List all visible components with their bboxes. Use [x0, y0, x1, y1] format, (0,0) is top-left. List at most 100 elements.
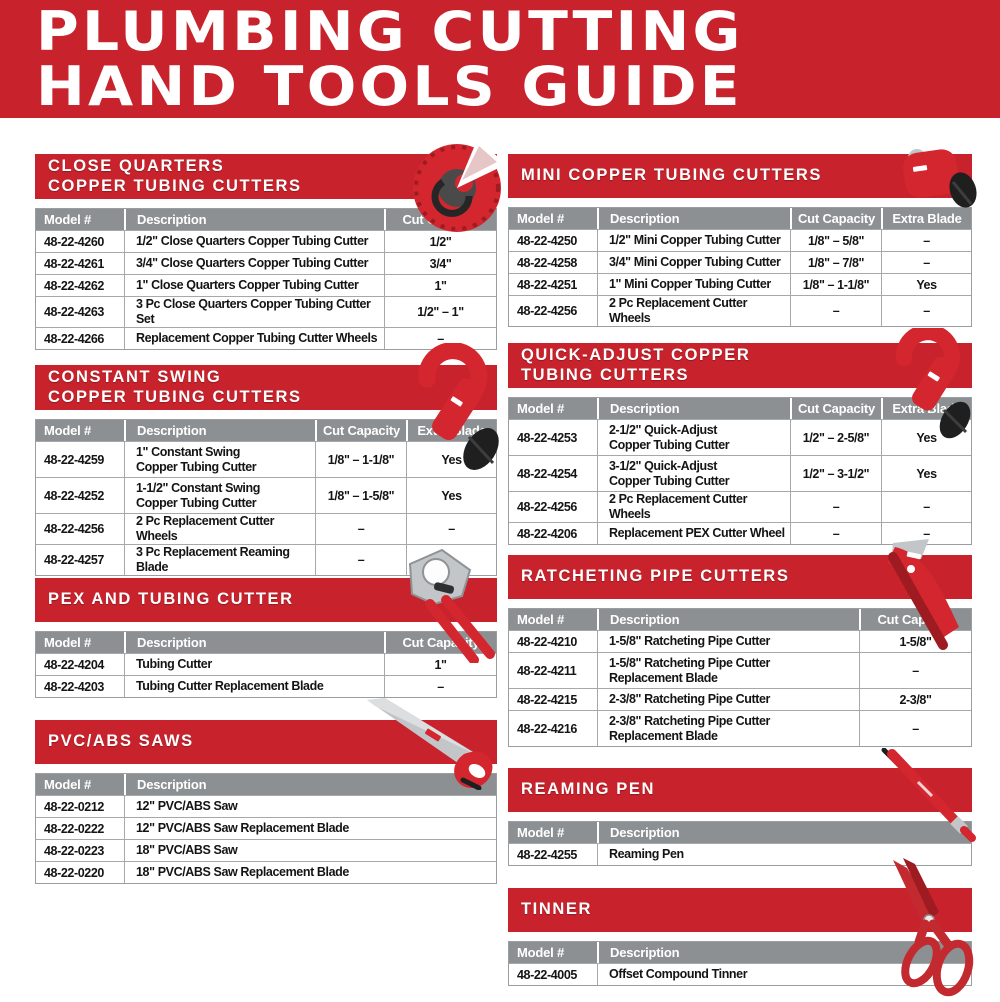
column-header-model: Model #	[44, 212, 91, 227]
table-header-row: Model # Description	[509, 942, 971, 963]
section-title-line: QUICK-ADJUST COPPER	[521, 346, 751, 364]
section-title-line: COPPER TUBING CUTTERS	[48, 176, 302, 195]
table-row: 48-22-4216 2-3/8" Ratcheting Pipe Cutter…	[509, 710, 971, 746]
table-row: 48-22-4261 3/4" Close Quarters Copper Tu…	[36, 252, 496, 274]
cut-capacity: 1/2" – 1"	[384, 297, 496, 327]
cut-capacity: 1/2"	[384, 231, 496, 252]
product-table: Model # Description 48-22-0212 12" PVC/A…	[35, 773, 497, 884]
model-number: 48-22-4256	[517, 304, 577, 318]
model-number: 48-22-4210	[517, 634, 577, 649]
description: Offset Compound Tinner	[597, 964, 971, 985]
table-header-row: Model # Description	[36, 774, 496, 795]
column-header-model: Model #	[517, 401, 564, 416]
description: 1/2" Mini Copper Tubing Cutter	[597, 230, 790, 251]
column-header-description: Description	[597, 208, 790, 229]
cut-capacity: 1/2" – 3-1/2"	[790, 456, 881, 491]
column-header-description: Description	[597, 609, 859, 630]
model-number: 48-22-4263	[44, 305, 104, 319]
model-number: 48-22-0223	[44, 843, 104, 858]
section-title-bar: CONSTANT SWING COPPER TUBING CUTTERS	[35, 365, 497, 410]
section-title-bar: MINI COPPER TUBING CUTTERS	[508, 154, 972, 198]
extra-blade: Yes	[881, 420, 971, 455]
column-header-extra-blade: Extra Blade	[406, 420, 496, 441]
section-title-bar: PVC/ABS SAWS	[35, 720, 497, 764]
description: 12" PVC/ABS Saw Replacement Blade	[124, 818, 496, 839]
section-constant-swing: CONSTANT SWING COPPER TUBING CUTTERS Mod…	[35, 343, 499, 576]
table-header-row: Model # Description Cut Capacity Extra B…	[509, 398, 971, 419]
table-row: 48-22-4252 1-1/2" Constant Swing Copper …	[36, 477, 496, 513]
extra-blade: Yes	[406, 478, 496, 513]
cut-capacity: 1/8" – 5/8"	[790, 230, 881, 251]
table-row: 48-22-0212 12" PVC/ABS Saw	[36, 795, 496, 817]
table-row: 48-22-4258 3/4" Mini Copper Tubing Cutte…	[509, 251, 971, 273]
description: 2 Pc Replacement Cutter Wheels	[597, 492, 790, 522]
model-number: 48-22-4256	[44, 522, 104, 536]
cut-capacity: 1-5/8"	[859, 631, 971, 652]
cut-capacity: –	[859, 653, 971, 688]
extra-blade: –	[881, 296, 971, 326]
column-header-cut-capacity: Cut Capacity	[384, 632, 496, 653]
extra-blade: Yes	[406, 442, 496, 477]
column-header-cut-capacity: Cut Capacity	[315, 420, 406, 441]
model-number: 48-22-4251	[517, 277, 577, 292]
section-title-line: CONSTANT SWING	[48, 368, 222, 386]
model-number: 48-22-4250	[517, 233, 577, 248]
description: 1-1/2" Constant Swing Copper Tubing Cutt…	[124, 478, 315, 513]
column-header-cut-capacity: Cut Capacity	[859, 609, 971, 630]
section-title-line: PVC/ABS SAWS	[48, 732, 194, 751]
table-row: 48-22-4211 1-5/8" Ratcheting Pipe Cutter…	[509, 652, 971, 688]
model-number: 48-22-4216	[517, 721, 577, 736]
table-header-row: Model # Description	[509, 822, 971, 843]
cut-capacity: 2-3/8"	[859, 689, 971, 710]
cut-capacity: 1/2" – 2-5/8"	[790, 420, 881, 455]
model-number: 48-22-4254	[517, 466, 577, 481]
model-number: 48-22-4252	[44, 488, 104, 503]
cut-capacity: 1/8" – 7/8"	[790, 252, 881, 273]
description: 18" PVC/ABS Saw Replacement Blade	[124, 862, 496, 883]
section-title-bar: CLOSE QUARTERS COPPER TUBING CUTTERS	[35, 154, 497, 199]
model-number: 48-22-4253	[517, 430, 577, 445]
model-number: 48-22-0222	[44, 821, 104, 836]
description: 1" Close Quarters Copper Tubing Cutter	[124, 275, 384, 296]
model-number: 48-22-4262	[44, 278, 104, 293]
product-table: Model # Description Cut Capacity Extra B…	[35, 419, 497, 576]
description: 1-5/8" Ratcheting Pipe Cutter	[597, 631, 859, 652]
model-number: 48-22-4261	[44, 256, 104, 271]
model-number: 48-22-4215	[517, 692, 577, 707]
section-title-bar: TINNER	[508, 888, 972, 932]
table-row: 48-22-4203 Tubing Cutter Replacement Bla…	[36, 675, 496, 697]
extra-blade: –	[881, 252, 971, 273]
column-header-model: Model #	[44, 635, 91, 650]
section-pvc-abs-saws: PVC/ABS SAWS Model # Description 48-22-0…	[35, 698, 497, 884]
column-header-cut-capacity: Cut Capacity	[790, 398, 881, 419]
column-header-model: Model #	[517, 825, 564, 840]
model-number: 48-22-0212	[44, 799, 104, 814]
table-row: 48-22-4266 Replacement Copper Tubing Cut…	[36, 327, 496, 349]
description: 2-3/8" Ratcheting Pipe Cutter Replacemen…	[597, 711, 859, 746]
table-row: 48-22-4256 2 Pc Replacement Cutter Wheel…	[36, 513, 496, 544]
column-header-description: Description	[597, 822, 971, 843]
cut-capacity: 1"	[384, 275, 496, 296]
description: 1" Constant Swing Copper Tubing Cutter	[124, 442, 315, 477]
column-header-description: Description	[124, 632, 384, 653]
table-row: 48-22-4257 3 Pc Replacement Reaming Blad…	[36, 544, 496, 575]
section-title-line: MINI COPPER TUBING CUTTERS	[521, 166, 823, 185]
column-header-model: Model #	[517, 945, 564, 960]
cut-capacity: –	[859, 711, 971, 746]
model-number: 48-22-4259	[44, 452, 104, 467]
product-table: Model # Description 48-22-4255 Reaming P…	[508, 821, 972, 866]
table-row: 48-22-4251 1" Mini Copper Tubing Cutter …	[509, 273, 971, 295]
section-ratcheting: RATCHETING PIPE CUTTERS Model # Descript…	[508, 539, 972, 747]
section-title-bar: PEX AND TUBING CUTTER	[35, 578, 497, 622]
table-row: 48-22-4250 1/2" Mini Copper Tubing Cutte…	[509, 229, 971, 251]
table-row: 48-22-4253 2-1/2" Quick-Adjust Copper Tu…	[509, 419, 971, 455]
model-number: 48-22-4206	[517, 526, 577, 541]
cut-capacity: –	[315, 545, 406, 575]
description: Replacement Copper Tubing Cutter Wheels	[124, 328, 384, 349]
cut-capacity: –	[315, 514, 406, 544]
cut-capacity: 1/8" – 1-1/8"	[790, 274, 881, 295]
cut-capacity: –	[790, 492, 881, 522]
product-table: Model # Description Cut Capacity 48-22-4…	[35, 208, 497, 350]
table-row: 48-22-4260 1/2" Close Quarters Copper Tu…	[36, 230, 496, 252]
table-row: 48-22-4259 1" Constant Swing Copper Tubi…	[36, 441, 496, 477]
